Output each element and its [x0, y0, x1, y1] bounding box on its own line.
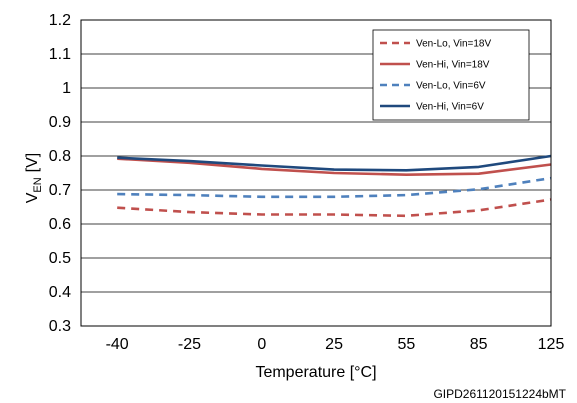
y-tick-label: 0.4 — [49, 284, 71, 301]
y-axis-title-sub: EN — [32, 177, 44, 192]
x-tick-label: 0 — [257, 336, 266, 353]
y-axis-title-main: V — [24, 192, 41, 203]
x-tick-label: 85 — [470, 336, 488, 353]
y-tick-labels: 0.3 0.4 0.5 0.6 0.7 0.8 0.9 1 1.1 1.2 — [49, 12, 71, 335]
y-tick-label: 0.7 — [49, 182, 71, 199]
x-tick-label: 125 — [538, 336, 565, 353]
y-tick-label: 1.1 — [49, 46, 71, 63]
y-axis-title-unit: [V] — [24, 153, 41, 173]
series-line-3 — [117, 176, 552, 199]
x-axis-title: Temperature [°C] — [255, 364, 376, 381]
figure-code: GIPD261120151224bMT — [433, 387, 566, 401]
y-tick-label: 0.6 — [49, 216, 71, 233]
x-tick-label: -25 — [178, 336, 201, 353]
x-tick-labels: -40 -25 0 25 55 85 125 — [106, 336, 565, 353]
legend: Ven-Lo, Vin=18V Ven-Hi, Vin=18V Ven-Lo, Vi… — [372, 29, 530, 121]
series-line-2 — [117, 157, 552, 176]
y-tick-label: 1 — [62, 80, 71, 97]
series-lines — [117, 154, 552, 218]
y-tick-label: 0.9 — [49, 114, 71, 131]
x-tick-label: 55 — [397, 336, 415, 353]
y-tick-label: 1.2 — [49, 12, 71, 29]
series-line-4 — [117, 154, 552, 172]
plot-area-border — [80, 19, 552, 327]
legend-label: Ven-Hi, Vin=6V — [416, 102, 484, 113]
legend-label: Ven-Lo, Vin=6V — [416, 81, 486, 92]
y-axis-title: VEN [V] — [24, 153, 44, 204]
y-tick-label: 0.8 — [49, 148, 71, 165]
x-tick-label: -40 — [106, 336, 129, 353]
x-tick-label: 25 — [325, 336, 343, 353]
y-tick-label: 0.5 — [49, 250, 71, 267]
series-line-1 — [117, 198, 552, 218]
y-tick-label: 0.3 — [49, 318, 71, 335]
legend-label: Ven-Hi, Vin=18V — [416, 60, 490, 71]
legend-label: Ven-Lo, Vin=18V — [416, 39, 491, 50]
